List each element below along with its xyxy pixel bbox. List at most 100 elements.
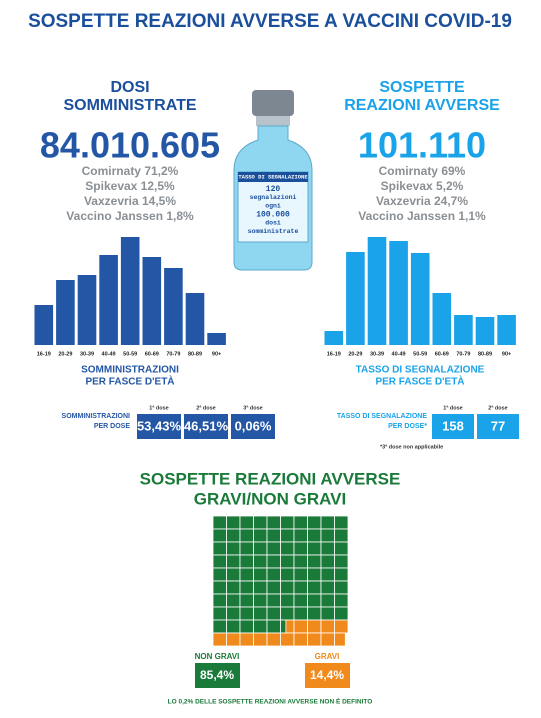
waffle-cell — [253, 619, 268, 634]
dose-box — [477, 414, 519, 439]
bar — [324, 331, 344, 345]
waffle-cell — [266, 580, 281, 595]
dose-header: 3ª dose — [243, 404, 262, 411]
waffle-title: GRAVI/NON GRAVI — [194, 489, 346, 508]
bar — [185, 293, 205, 345]
waffle-cell — [253, 528, 268, 543]
x-tick-label: 70-79 — [166, 351, 180, 357]
waffle-cell — [266, 606, 281, 621]
waffle-cell — [293, 567, 308, 582]
vial-heading: TASSO DI SEGNALAZIONE — [238, 173, 308, 180]
waffle-cell — [253, 554, 268, 569]
waffle-cell — [320, 606, 335, 621]
waffle-cell — [280, 541, 295, 556]
waffle-cell — [253, 593, 268, 608]
waffle-cell — [320, 593, 335, 608]
vial-text: segnalazioni — [250, 194, 297, 201]
x-tick-label: 90+ — [502, 351, 511, 357]
dose-value: 158 — [442, 418, 464, 433]
waffle-cell — [239, 632, 254, 647]
x-tick-label: 40-49 — [392, 351, 406, 357]
waffle-cell — [239, 567, 254, 582]
dose-header: 2ª dose — [488, 404, 507, 411]
dose-value: 0,06% — [235, 418, 272, 433]
waffle-cell — [307, 554, 322, 569]
vaccine-share: Comirnaty 69% — [379, 164, 466, 178]
waffle-cell — [266, 567, 281, 582]
x-tick-label: 80-89 — [188, 351, 202, 357]
waffle-cell — [307, 528, 322, 543]
dose-header: 1ª dose — [443, 404, 462, 411]
x-tick-label: 20-29 — [348, 351, 362, 357]
waffle-cell — [266, 515, 281, 530]
waffle-cell — [226, 515, 241, 530]
waffle-cell — [285, 619, 295, 634]
dose-box — [432, 414, 474, 439]
heading: SOSPETTE — [379, 79, 465, 96]
waffle-cell — [280, 593, 295, 608]
waffle-cell — [320, 580, 335, 595]
dose-value: 53,43% — [137, 418, 182, 433]
caption: PER FASCE D'ETÀ — [375, 375, 464, 388]
waffle-cell — [307, 632, 322, 647]
waffle-cell — [334, 593, 349, 608]
dose-label: SOMMINISTRAZIONI — [62, 413, 130, 420]
vial-text: ogni — [265, 203, 281, 210]
waffle-cell — [293, 554, 308, 569]
x-tick-label: 60-69 — [145, 351, 159, 357]
bar — [142, 257, 162, 345]
dose-value: 77 — [491, 418, 505, 433]
total: 84.010.605 — [40, 125, 220, 166]
waffle-cell — [320, 541, 335, 556]
waffle-cell — [307, 541, 322, 556]
waffle-cell — [307, 567, 322, 582]
waffle-cell — [253, 515, 268, 530]
waffle-cell — [307, 593, 322, 608]
note: *3ª dose non applicabile — [380, 443, 443, 450]
x-tick-label: 16-19 — [327, 351, 341, 357]
x-tick-label: 30-39 — [80, 351, 94, 357]
dose-label: PER DOSE — [94, 423, 131, 430]
x-tick-label: 70-79 — [456, 351, 470, 357]
x-tick-label: 90+ — [212, 351, 221, 357]
waffle-cell — [212, 580, 227, 595]
value-label: 85,4% — [200, 668, 234, 682]
waffle-cell — [239, 593, 254, 608]
x-tick-label: 16-19 — [37, 351, 51, 357]
waffle-cell — [226, 619, 241, 634]
legend-box — [195, 663, 240, 688]
waffle-cell — [239, 606, 254, 621]
dose-header: 1ª dose — [149, 404, 168, 411]
waffle-cell — [293, 593, 308, 608]
waffle-cell — [226, 632, 241, 647]
vaccine-share: Vaxzevria 14,5% — [84, 194, 176, 208]
waffle-cell — [239, 580, 254, 595]
bar — [497, 315, 516, 345]
waffle-cell — [293, 580, 308, 595]
waffle-segment — [212, 619, 349, 647]
bar — [56, 280, 75, 345]
waffle-cell — [253, 632, 268, 647]
waffle-cell — [280, 515, 295, 530]
waffle-cell — [212, 515, 227, 530]
bar — [34, 305, 54, 345]
vial-text: dosi — [265, 220, 281, 227]
waffle-cell — [320, 632, 335, 647]
vial-text: somministrate — [248, 228, 299, 235]
vial-text: 120 — [266, 185, 281, 194]
waffle-cell — [293, 606, 308, 621]
waffle-title: SOSPETTE REAZIONI AVVERSE — [140, 469, 401, 488]
heading: SOMMINISTRATE — [63, 97, 196, 114]
vial: TASSO DI SEGNALAZIONE — [233, 90, 313, 271]
dose-box — [231, 414, 275, 439]
dose-label: TASSO DI SEGNALAZIONE — [337, 413, 427, 420]
waffle-cell — [253, 567, 268, 582]
x-tick-label: 20-29 — [58, 351, 72, 357]
waffle-cell — [307, 606, 322, 621]
vaccine-share: Vaxzevria 24,7% — [376, 194, 468, 208]
bar — [164, 268, 183, 345]
value-label: 14,4% — [310, 668, 344, 682]
legend-label: NON GRAVI — [195, 652, 240, 661]
waffle-cell — [239, 619, 254, 634]
